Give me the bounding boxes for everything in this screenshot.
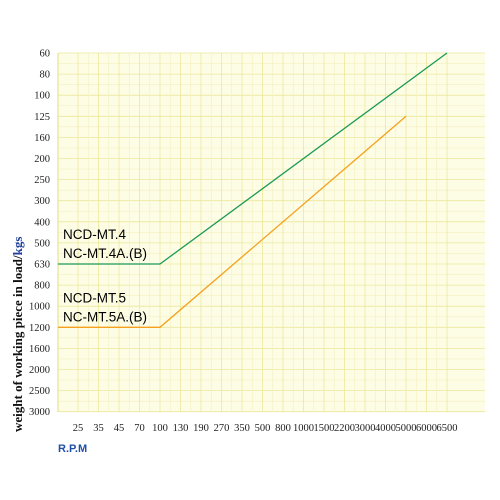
y-tick-label: 500 bbox=[34, 238, 50, 249]
y-tick-label: 250 bbox=[34, 175, 50, 186]
x-tick-label: 4000 bbox=[375, 423, 396, 434]
series-label: NC-MT.5A.(B) bbox=[63, 309, 147, 324]
y-tick-label: 200 bbox=[34, 154, 50, 165]
x-tick-label: 500 bbox=[255, 423, 271, 434]
x-tick-label: 800 bbox=[275, 423, 291, 434]
x-tick-label: 70 bbox=[134, 423, 145, 434]
y-tick-label: 100 bbox=[34, 91, 50, 102]
series-label: NC-MT.4A.(B) bbox=[63, 246, 147, 261]
x-tick-label: 5000 bbox=[396, 423, 417, 434]
x-axis-label: R.P.M bbox=[58, 443, 87, 455]
x-tick-label: 270 bbox=[214, 423, 230, 434]
series-label: NCD-MT.5 bbox=[63, 290, 126, 305]
x-tick-label: 1500 bbox=[314, 423, 335, 434]
x-tick-label: 190 bbox=[193, 423, 209, 434]
y-tick-label: 1600 bbox=[29, 344, 50, 355]
y-tick-label: 800 bbox=[34, 281, 50, 292]
series-line bbox=[58, 52, 448, 265]
y-tick-label: 2000 bbox=[29, 365, 50, 376]
series-label: NCD-MT.4 bbox=[63, 227, 126, 242]
series-lines bbox=[58, 52, 448, 328]
x-tick-label: 45 bbox=[114, 423, 125, 434]
y-tick-label: 160 bbox=[34, 133, 50, 144]
y-tick-label: 400 bbox=[34, 217, 50, 228]
grid bbox=[57, 52, 485, 413]
y-tick-label: 300 bbox=[34, 196, 50, 207]
y-tick-label: 125 bbox=[34, 112, 50, 123]
x-tick-label: 2200 bbox=[334, 423, 355, 434]
x-tick-label: 35 bbox=[93, 423, 104, 434]
y-tick-label: 630 bbox=[34, 260, 50, 271]
y-axis-label-text: weight of working piece in load/ bbox=[10, 255, 25, 432]
x-tick-label: 1000 bbox=[293, 423, 314, 434]
x-tick-label: 130 bbox=[173, 423, 189, 434]
y-tick-label: 1000 bbox=[29, 302, 50, 313]
x-tick-label: 3000 bbox=[355, 423, 376, 434]
y-tick-label: 1200 bbox=[29, 323, 50, 334]
series-labels: NCD-MT.4 NC-MT.4A.(B) NCD-MT.5 NC-MT.5A.(B) bbox=[63, 227, 147, 324]
y-axis-label-unit: kgs bbox=[10, 237, 25, 256]
series-line bbox=[58, 115, 407, 328]
x-tick-labels: 25 35 45 70 100 130 190 270 350 500 800 1000 1500 220… bbox=[73, 423, 458, 434]
y-axis-label: weight of working piece in load/kgs bbox=[10, 237, 25, 432]
y-tick-label: 2500 bbox=[29, 386, 50, 397]
x-tick-label: 100 bbox=[152, 423, 168, 434]
x-tick-label: 350 bbox=[234, 423, 250, 434]
y-tick-label: 80 bbox=[40, 70, 51, 81]
x-tick-label: 6000 bbox=[416, 423, 437, 434]
y-tick-label: 60 bbox=[40, 49, 51, 60]
y-tick-labels: 60 80 100 125 160 200 250 300 400 500 630 800 1000 12… bbox=[29, 49, 50, 419]
y-tick-label: 3000 bbox=[29, 407, 50, 418]
x-tick-label: 25 bbox=[73, 423, 84, 434]
x-tick-label: 6500 bbox=[437, 423, 458, 434]
